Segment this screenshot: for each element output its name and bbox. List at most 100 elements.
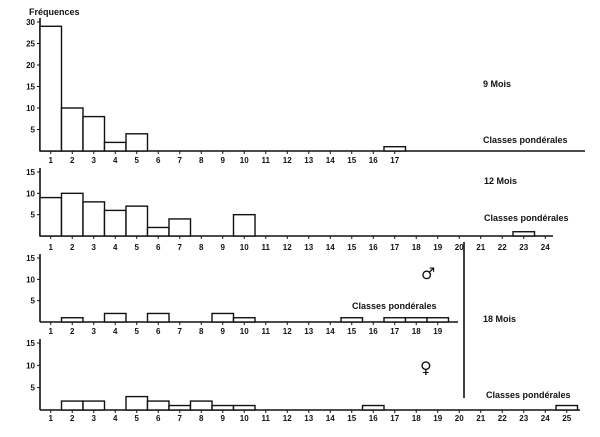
bar-18 [404,317,428,323]
bar-9 [211,404,235,411]
x-tick-label: 8 [199,156,204,165]
y-axis-title: Fréquences [29,7,80,17]
x-tick-label: 3 [92,327,97,336]
x-tick-label: 10 [240,414,249,423]
x-tick-label: 17 [390,327,399,336]
x-tick-label: 7 [178,414,183,423]
x-tick-label: 6 [156,243,161,252]
bar-19 [426,317,450,323]
bar-7 [168,218,192,237]
bar-5 [125,205,149,237]
x-tick-label: 9 [221,243,226,252]
bar-4 [103,209,127,237]
x-tick-label: 24 [541,243,550,252]
x-tick-label: 14 [326,156,335,165]
x-tick-label: 5 [135,414,140,423]
bar-4 [103,141,127,152]
x-tick-label: 10 [240,327,249,336]
y-tick-label: 5 [31,297,36,306]
x-tick-label: 15 [347,243,356,252]
x-tick-label: 18 [412,414,421,423]
x-tick-label: 10 [240,243,249,252]
bar-25 [555,404,579,411]
x-tick-label: 15 [347,156,356,165]
male-symbol: ♂ [421,264,435,283]
x-tick-label: 1 [49,414,54,423]
bar-3 [82,115,106,152]
x-tick-label: 3 [92,156,97,165]
y-tick-label: 20 [26,61,35,70]
x-tick-label: 2 [70,156,75,165]
x-tick-label: 12 [283,156,292,165]
x-tick-label: 16 [369,327,378,336]
bar-17 [383,145,407,152]
panel-title-12-mois: 12 Mois [484,176,517,186]
x-tick-label: 12 [283,243,292,252]
x-tick-label: 11 [262,243,271,252]
x-tick-label: 9 [221,414,226,423]
x-axis-label-18-mois-male: Classes pondérales [352,301,437,311]
x-tick-label: 15 [347,414,356,423]
x-tick-label: 1 [49,243,54,252]
bar-3 [82,400,106,411]
y-tick-label: 10 [26,361,35,370]
bar-7 [168,404,192,411]
y-tick-label: 25 [26,40,35,49]
y-tick-label: 5 [31,126,36,135]
x-tick-label: 19 [433,327,442,336]
bar-16 [361,404,385,411]
x-tick-label: 13 [304,327,313,336]
x-tick-label: 15 [347,327,356,336]
y-tick-label: 15 [26,168,35,177]
x-tick-label: 22 [498,243,507,252]
y-tick-label: 10 [26,104,35,113]
x-tick-label: 23 [519,414,528,423]
x-tick-label: 9 [221,156,226,165]
x-axis-label-9-mois: Classes pondérales [483,135,568,145]
y-tick-label: 5 [31,211,36,220]
x-tick-label: 21 [476,243,485,252]
bar-2 [60,107,84,152]
bar-2 [60,317,84,323]
x-tick-label: 1 [49,156,54,165]
bar-6 [146,312,170,323]
y-tick-label: 5 [31,384,36,393]
y-tick-label: 30 [26,18,35,27]
x-tick-label: 4 [113,156,118,165]
bar-3 [82,201,106,237]
x-tick-label: 11 [262,414,271,423]
x-tick-label: 3 [92,414,97,423]
x-tick-label: 19 [433,414,442,423]
x-tick-label: 14 [326,414,335,423]
x-axis-label-12-mois: Classes pondérales [484,213,569,223]
bar-6 [146,400,170,411]
bar-5 [125,133,149,152]
x-tick-label: 18 [412,243,421,252]
x-tick-label: 20 [455,243,464,252]
x-tick-label: 16 [369,414,378,423]
bar-8 [189,400,213,411]
x-tick-label: 7 [178,243,183,252]
x-tick-label: 2 [70,414,75,423]
bar-4 [103,312,127,323]
bar-10 [232,317,256,323]
x-tick-label: 1 [49,327,54,336]
x-tick-label: 10 [240,156,249,165]
x-tick-label: 6 [156,327,161,336]
x-tick-label: 16 [369,156,378,165]
x-tick-label: 5 [135,156,140,165]
x-tick-label: 13 [304,243,313,252]
x-tick-label: 6 [156,414,161,423]
x-tick-label: 5 [135,243,140,252]
bar-9 [211,312,235,323]
x-axis-label-18-mois-female: Classes pondérales [486,390,571,400]
x-tick-label: 14 [326,243,335,252]
x-tick-label: 11 [262,156,271,165]
x-tick-label: 13 [304,414,313,423]
x-tick-label: 18 [412,327,421,336]
x-tick-label: 17 [390,243,399,252]
bar-1 [39,25,63,152]
y-tick-label: 15 [26,254,35,263]
